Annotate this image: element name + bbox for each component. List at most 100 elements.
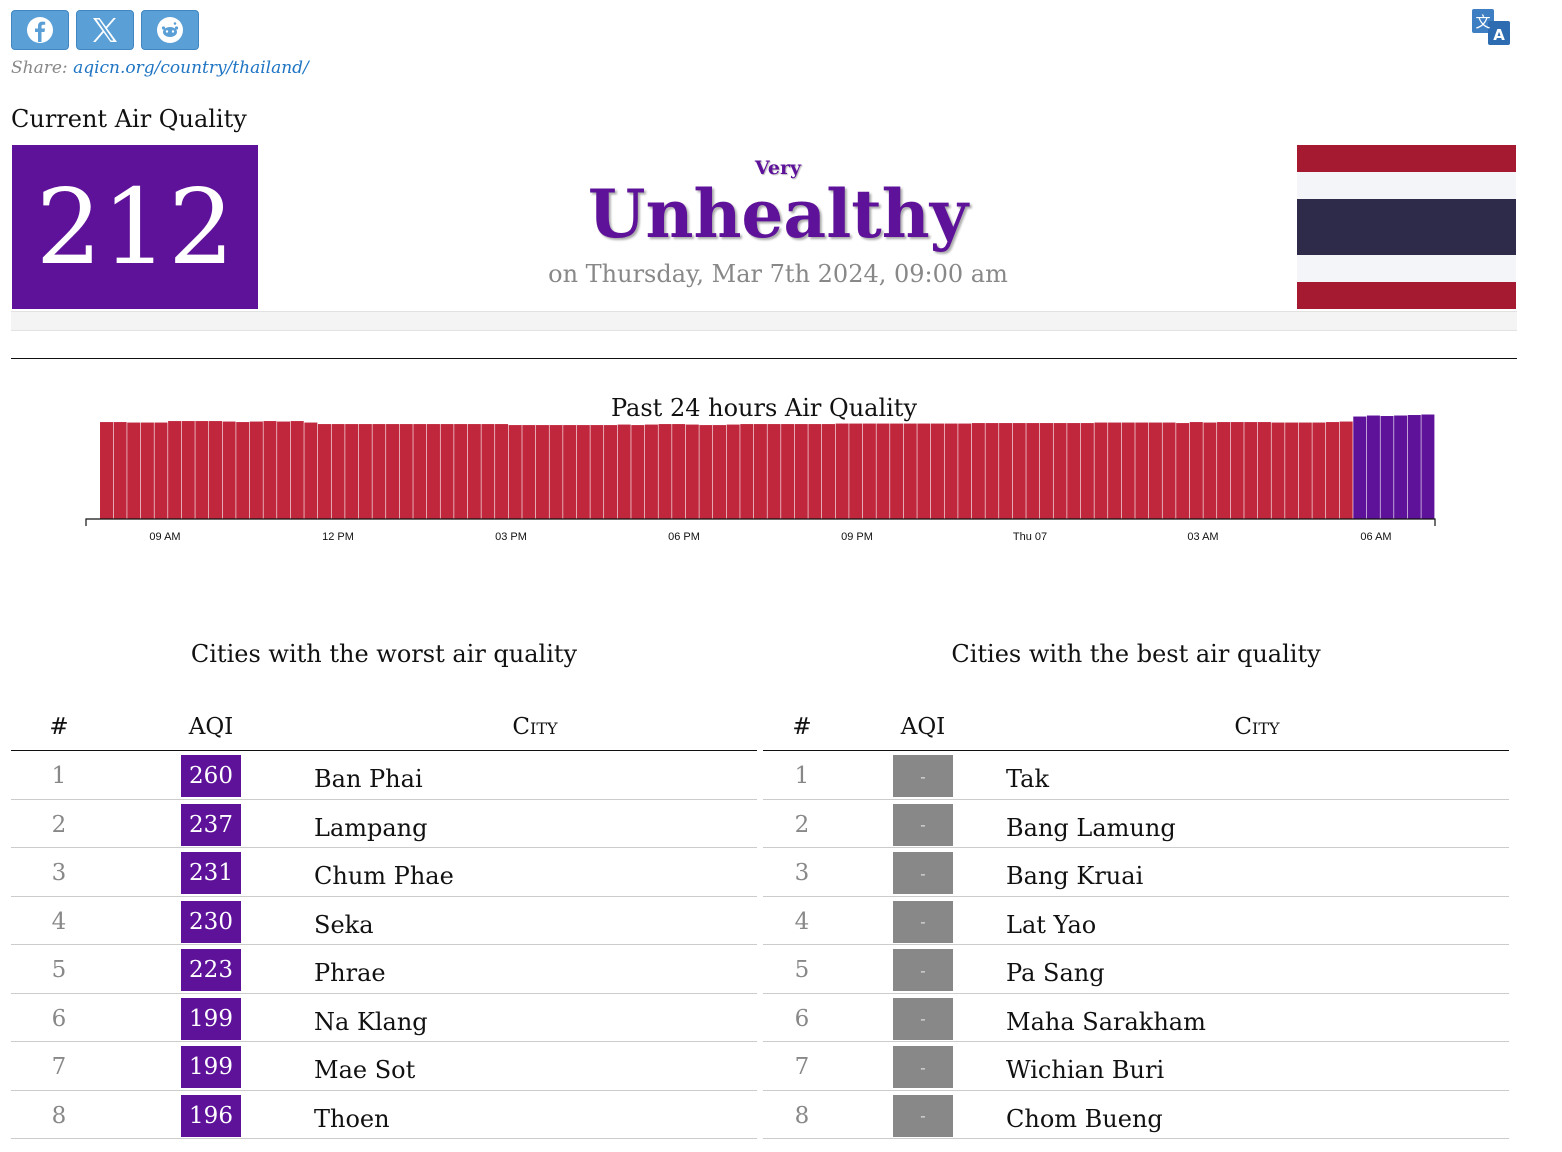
row-city-name[interactable]: Seka — [314, 910, 374, 939]
chart-bar — [1326, 422, 1340, 519]
flag-stripe — [1297, 199, 1516, 255]
table-row[interactable]: 1 260 Ban Phai — [11, 751, 757, 800]
chart-bar — [263, 421, 277, 519]
chart-bar — [576, 425, 590, 519]
row-city-name[interactable]: Bang Kruai — [1006, 862, 1144, 890]
chart-bar — [1121, 422, 1135, 519]
chart-bar — [1067, 423, 1081, 519]
chart-bar — [1421, 414, 1435, 519]
row-city-name[interactable]: Lampang — [314, 813, 428, 842]
chart-bar — [821, 424, 836, 519]
table-row[interactable]: 7 - Wichian Buri — [763, 1042, 1509, 1091]
row-city-name[interactable]: Chum Phae — [314, 862, 454, 890]
table-row[interactable]: 4 230 Seka — [11, 897, 757, 945]
table-row[interactable]: 8 196 Thoen — [11, 1091, 757, 1139]
row-city-name[interactable]: Tak — [1006, 765, 1049, 793]
table-row[interactable]: 2 237 Lampang — [11, 800, 757, 848]
chart-bar — [944, 423, 958, 519]
current-aqi-value: 212 — [35, 166, 235, 288]
chart-bar — [1407, 415, 1421, 519]
row-city-name[interactable]: Phrae — [314, 959, 386, 987]
facebook-share-button[interactable] — [11, 10, 69, 50]
chart-bar — [713, 425, 727, 519]
table-row[interactable]: 2 - Bang Lamung — [763, 800, 1509, 848]
table-row[interactable]: 3 231 Chum Phae — [11, 848, 757, 897]
best-table-body: 1 - Tak 2 - Bang Lamung 3 - Bang Kruai 4 - Lat Yao 5… — [763, 751, 1509, 1139]
chart-bar — [1366, 415, 1380, 519]
chart-bar — [740, 424, 754, 519]
row-city-name[interactable]: Chom Bueng — [1006, 1104, 1163, 1133]
chart-bar — [930, 423, 944, 519]
row-aqi-badge: - — [893, 852, 953, 894]
chart-bar — [1217, 422, 1231, 519]
row-city-name[interactable]: Wichian Buri — [1006, 1056, 1165, 1084]
chart-bar — [358, 424, 372, 519]
row-city-name[interactable]: Mae Sot — [314, 1056, 416, 1084]
chart-bar — [1257, 422, 1271, 519]
facebook-icon — [27, 17, 53, 43]
translate-icon[interactable]: 文 A — [1470, 8, 1512, 46]
worst-cities-table: # AQI City 1 260 Ban Phai 2 237 Lampang 3 231 Ch… — [11, 710, 757, 1139]
chart-bar — [781, 424, 795, 519]
table-header: # AQI City — [11, 710, 757, 751]
city-header: City — [512, 714, 558, 740]
x-twitter-icon — [93, 18, 117, 42]
share-url-link[interactable]: aqicn.org/country/thailand/ — [73, 58, 309, 78]
chart-bar — [890, 423, 904, 519]
chart-bar — [1039, 423, 1053, 519]
table-row[interactable]: 7 199 Mae Sot — [11, 1042, 757, 1091]
row-city-name[interactable]: Thoen — [314, 1104, 390, 1133]
row-rank: 5 — [794, 957, 810, 983]
row-city-name[interactable]: Bang Lamung — [1006, 813, 1176, 842]
chart-bar — [1244, 422, 1258, 519]
chart-bar — [699, 425, 713, 519]
table-row[interactable]: 6 199 Na Klang — [11, 994, 757, 1042]
chart-bar — [317, 424, 331, 519]
chart-bar — [862, 423, 876, 519]
table-row[interactable]: 4 - Lat Yao — [763, 897, 1509, 945]
chart-bar — [345, 424, 359, 519]
flag-stripe — [1297, 281, 1516, 309]
chart-bar — [549, 425, 563, 519]
chart-bar — [304, 422, 318, 519]
chart-bar — [440, 424, 454, 519]
table-row[interactable]: 6 - Maha Sarakham — [763, 994, 1509, 1042]
row-city-name[interactable]: Na Klang — [314, 1007, 428, 1036]
row-city-name[interactable]: Pa Sang — [1006, 959, 1105, 987]
chart-bar — [1135, 422, 1149, 519]
chart-bar — [426, 424, 440, 519]
row-city-name[interactable]: Lat Yao — [1006, 910, 1097, 939]
chart-bar — [958, 423, 972, 519]
chart-bar — [685, 424, 699, 519]
table-row[interactable]: 1 - Tak — [763, 751, 1509, 800]
chart-bar — [195, 421, 209, 519]
chart-bar — [1380, 416, 1394, 519]
table-row[interactable]: 5 223 Phrae — [11, 945, 757, 994]
chart-bar — [1394, 415, 1408, 519]
chart-bar — [1353, 416, 1367, 519]
row-aqi-badge: 231 — [181, 852, 241, 894]
row-rank: 6 — [794, 1005, 810, 1032]
row-aqi-badge: 223 — [181, 949, 241, 991]
reddit-icon — [157, 17, 183, 43]
chart-bar — [1053, 423, 1067, 519]
chart-bar — [985, 423, 999, 519]
x-share-button[interactable] — [76, 10, 134, 50]
row-city-name[interactable]: Ban Phai — [314, 765, 423, 793]
table-row[interactable]: 3 - Bang Kruai — [763, 848, 1509, 897]
table-row[interactable]: 5 - Pa Sang — [763, 945, 1509, 994]
chart-tick-label: 06 AM — [1360, 531, 1391, 543]
row-aqi-badge: 237 — [181, 803, 241, 846]
chart-bar — [644, 424, 658, 519]
chart-bar — [154, 422, 168, 519]
flag-stripe — [1297, 145, 1516, 173]
table-row[interactable]: 8 - Chom Bueng — [763, 1091, 1509, 1139]
chart-bar — [849, 423, 863, 519]
row-rank: 2 — [794, 811, 810, 838]
reddit-share-button[interactable] — [141, 10, 199, 50]
chart-bar — [454, 424, 468, 519]
row-aqi-badge: - — [893, 1046, 953, 1088]
row-city-name[interactable]: Maha Sarakham — [1006, 1007, 1206, 1036]
chart-bar — [277, 421, 291, 519]
chart-bar — [658, 424, 672, 519]
